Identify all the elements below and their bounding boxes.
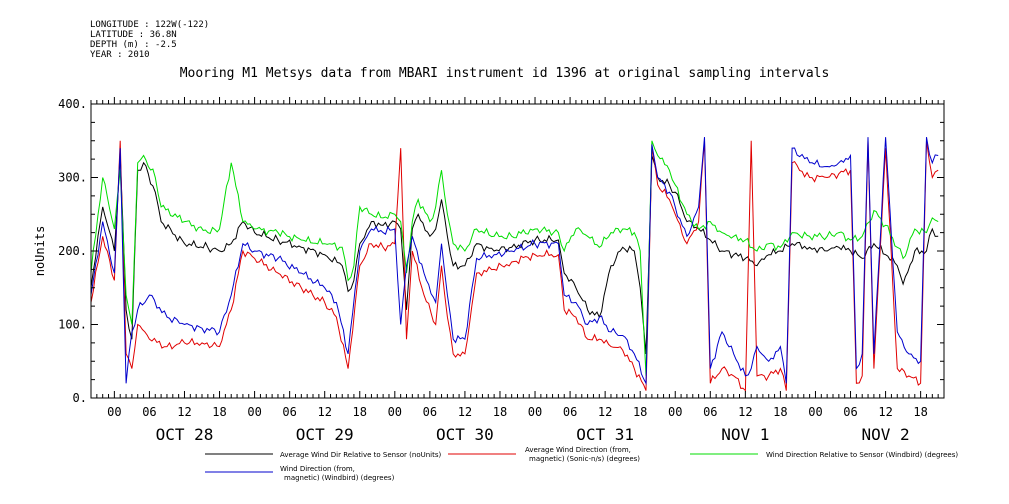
chart-title: Mooring M1 Metsys data from MBARI instru…	[179, 66, 830, 81]
legend-label-4: magnetic) (Windbird) (degrees)	[284, 474, 395, 482]
x-tick-label: 12	[878, 405, 892, 419]
x-tick-label: 06	[563, 405, 577, 419]
y-tick-label: 100.	[58, 318, 87, 332]
legend-label-2: magnetic) (Sonic-n/s) (degrees)	[529, 455, 640, 463]
x-tick-label: 00	[668, 405, 682, 419]
longitude-label: LONGITUDE : 122W(-122)	[90, 20, 210, 30]
x-tick-label: 00	[247, 405, 261, 419]
x-day-label: OCT 30	[436, 425, 494, 444]
x-tick-label: 00	[388, 405, 402, 419]
y-tick-label: 300.	[58, 171, 87, 185]
x-tick-label: 12	[317, 405, 331, 419]
series-layer	[91, 137, 939, 392]
legend: Average Wind Dir Relative to Sensor (noU…	[205, 446, 958, 482]
x-tick-label: 18	[773, 405, 787, 419]
axis-layer: 0. 100. 200. 300. 400. 00 06 12 18 00 06 12 18 00 06 12…	[58, 97, 945, 444]
y-tick-label: 400.	[58, 97, 87, 111]
x-tick-label: 18	[212, 405, 226, 419]
latitude-label: LATITUDE : 36.8N	[90, 30, 177, 40]
legend-label-3: Wind Direction Relative to Sensor (Windb…	[766, 451, 958, 459]
series-line-3	[91, 140, 939, 376]
x-tick-label: 00	[528, 405, 542, 419]
x-tick-label: 18	[633, 405, 647, 419]
x-tick-label: 18	[353, 405, 367, 419]
y-axis-label: noUnits	[33, 226, 47, 277]
series-line-1	[91, 155, 939, 354]
depth-label: DEPTH (m) : -2.5	[90, 40, 177, 50]
metadata-block: LONGITUDE : 122W(-122) LATITUDE : 36.8N …	[90, 20, 209, 60]
x-tick-label: 12	[458, 405, 472, 419]
x-tick-label: 12	[177, 405, 191, 419]
series-line-2	[91, 140, 939, 392]
x-tick-label: 00	[808, 405, 822, 419]
x-tick-label: 06	[282, 405, 296, 419]
x-day-label: OCT 29	[296, 425, 354, 444]
x-day-label: NOV 2	[861, 425, 909, 444]
x-tick-label: 12	[598, 405, 612, 419]
x-tick-label: 18	[493, 405, 507, 419]
x-day-label: OCT 28	[156, 425, 214, 444]
y-tick-label: 0.	[73, 391, 87, 405]
x-day-label: NOV 1	[721, 425, 769, 444]
x-tick-label: 00	[107, 405, 121, 419]
x-tick-label: 06	[423, 405, 437, 419]
x-tick-label: 06	[703, 405, 717, 419]
x-tick-label: 06	[843, 405, 857, 419]
legend-label-1: Average Wind Dir Relative to Sensor (noU…	[280, 451, 441, 459]
legend-label-2: Average Wind Direction (from,	[525, 446, 631, 454]
legend-label-4: Wind Direction (from,	[280, 465, 355, 473]
series-line-4	[91, 137, 939, 386]
x-day-label: OCT 31	[576, 425, 634, 444]
x-tick-label: 12	[738, 405, 752, 419]
x-tick-label: 18	[913, 405, 927, 419]
year-label: YEAR : 2010	[90, 50, 150, 60]
y-tick-label: 200.	[58, 244, 87, 258]
x-tick-label: 06	[142, 405, 156, 419]
